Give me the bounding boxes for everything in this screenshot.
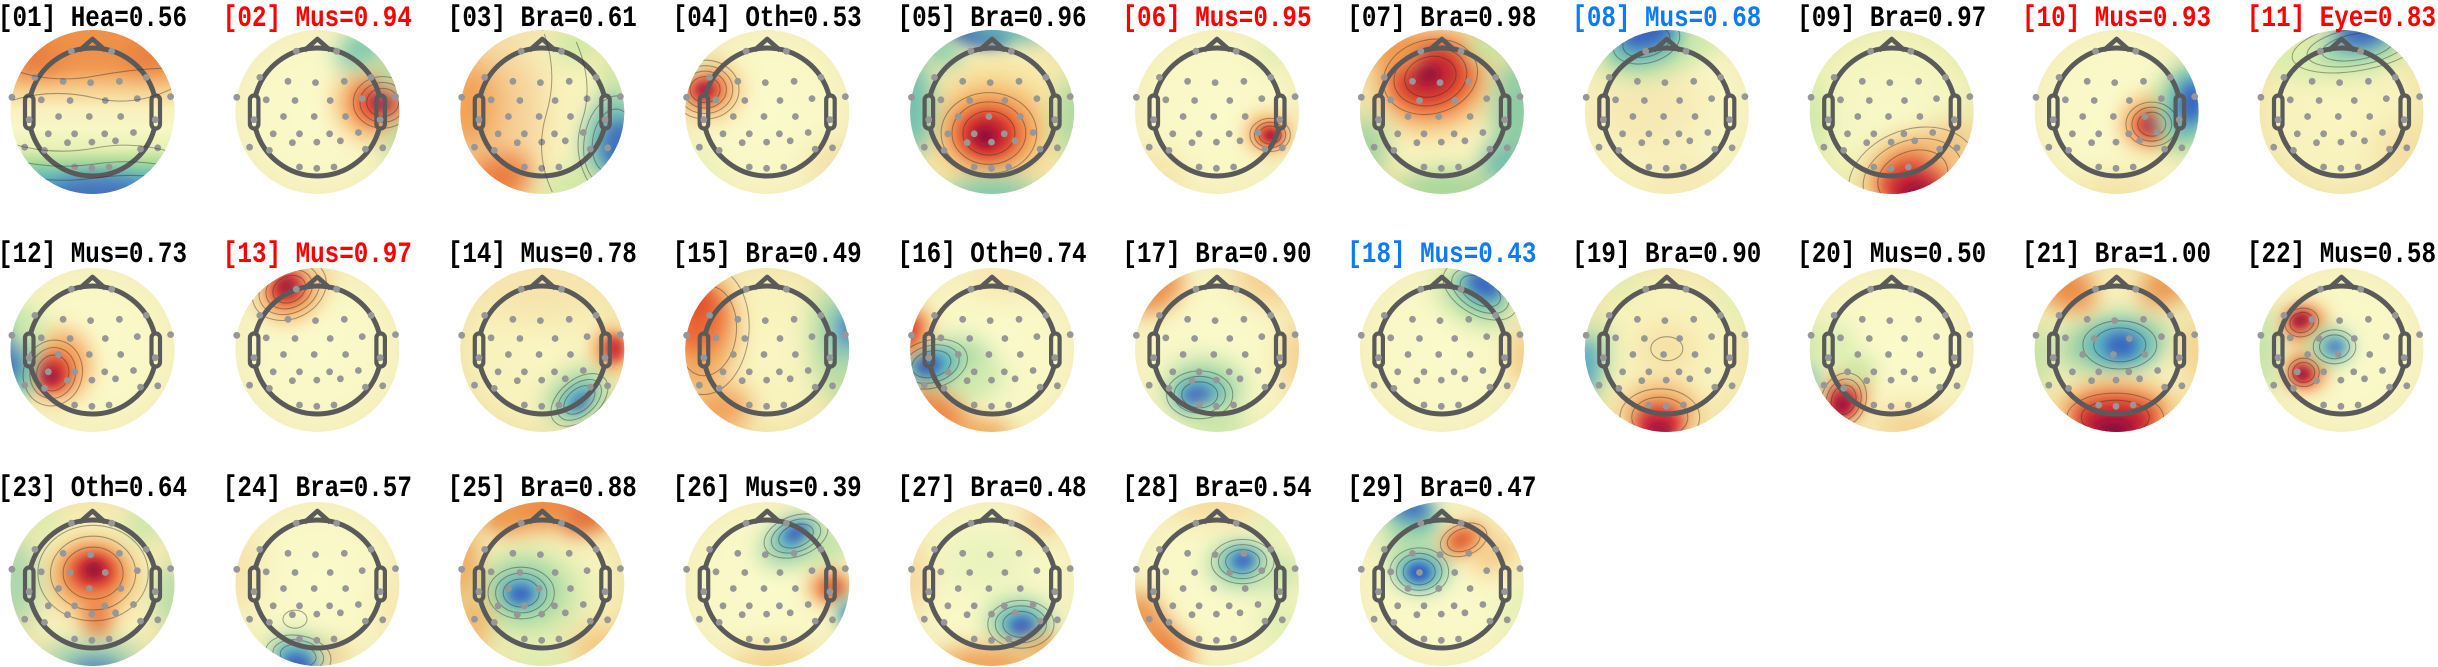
svg-text:[10] Mus=0.93: [10] Mus=0.93 [2022, 2, 2211, 36]
svg-text:[08] Mus=0.68: [08] Mus=0.68 [1572, 2, 1761, 36]
svg-text:[24] Bra=0.57: [24] Bra=0.57 [223, 472, 412, 506]
svg-text:[04] Oth=0.53: [04] Oth=0.53 [673, 2, 862, 36]
svg-text:[13] Mus=0.97: [13] Mus=0.97 [223, 238, 412, 272]
svg-text:[29] Bra=0.47: [29] Bra=0.47 [1347, 472, 1536, 506]
svg-text:[17] Bra=0.90: [17] Bra=0.90 [1123, 238, 1312, 272]
svg-text:[21] Bra=1.00: [21] Bra=1.00 [2022, 238, 2211, 272]
svg-text:[14] Mus=0.78: [14] Mus=0.78 [448, 238, 637, 272]
svg-text:[02] Mus=0.94: [02] Mus=0.94 [223, 2, 412, 36]
svg-text:[15] Bra=0.49: [15] Bra=0.49 [673, 238, 862, 272]
svg-text:[12] Mus=0.73: [12] Mus=0.73 [0, 238, 187, 272]
svg-text:[26] Mus=0.39: [26] Mus=0.39 [673, 472, 862, 506]
svg-text:[05] Bra=0.96: [05] Bra=0.96 [898, 2, 1087, 36]
svg-text:[11] Eye=0.83: [11] Eye=0.83 [2247, 2, 2436, 36]
svg-text:[22] Mus=0.58: [22] Mus=0.58 [2247, 238, 2436, 272]
svg-text:[07] Bra=0.98: [07] Bra=0.98 [1347, 2, 1536, 36]
svg-text:[01] Hea=0.56: [01] Hea=0.56 [0, 2, 187, 36]
svg-text:[19] Bra=0.90: [19] Bra=0.90 [1572, 238, 1761, 272]
svg-text:[09] Bra=0.97: [09] Bra=0.97 [1797, 2, 1986, 36]
svg-text:[28] Bra=0.54: [28] Bra=0.54 [1123, 472, 1312, 506]
svg-text:[25] Bra=0.88: [25] Bra=0.88 [448, 472, 637, 506]
svg-text:[16] Oth=0.74: [16] Oth=0.74 [898, 238, 1087, 272]
svg-text:[20] Mus=0.50: [20] Mus=0.50 [1797, 238, 1986, 272]
svg-text:[23] Oth=0.64: [23] Oth=0.64 [0, 472, 187, 506]
svg-text:[06] Mus=0.95: [06] Mus=0.95 [1123, 2, 1312, 36]
svg-text:[27] Bra=0.48: [27] Bra=0.48 [898, 472, 1087, 506]
svg-text:[03] Bra=0.61: [03] Bra=0.61 [448, 2, 637, 36]
svg-text:[18] Mus=0.43: [18] Mus=0.43 [1347, 238, 1536, 272]
